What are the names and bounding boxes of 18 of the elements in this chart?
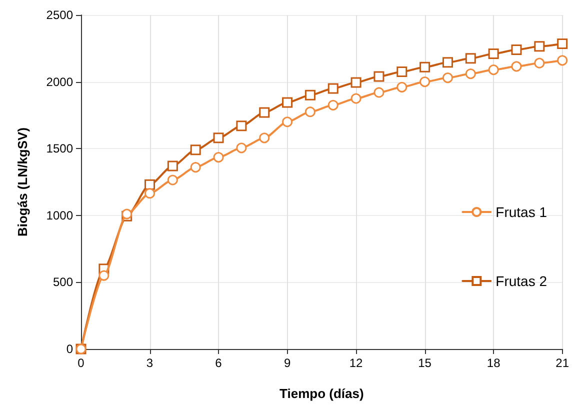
y-tick-label: 2500 <box>46 8 74 22</box>
x-tick-label: 6 <box>215 356 222 370</box>
x-tick-label: 12 <box>349 356 364 370</box>
legend-label: Frutas 1 <box>496 204 548 220</box>
x-tick-label: 9 <box>284 356 291 370</box>
y-tick-label: 500 <box>52 275 74 290</box>
y-tick-label: 1000 <box>46 208 74 222</box>
x-tick-label: 21 <box>556 356 570 370</box>
x-tick-label: 3 <box>146 356 154 370</box>
x-axis-title: Tiempo (días) <box>280 386 364 401</box>
y-axis-title: Biogás (LN/kgSV) <box>15 127 30 237</box>
x-tick-label: 15 <box>418 356 432 370</box>
legend-label: Frutas 2 <box>496 273 548 289</box>
y-tick-label: 2000 <box>46 74 74 89</box>
x-tick-label: 0 <box>78 356 85 370</box>
x-tick-label: 18 <box>486 356 501 370</box>
y-tick-label: 0 <box>66 342 74 356</box>
y-tick-label: 1500 <box>46 142 74 156</box>
